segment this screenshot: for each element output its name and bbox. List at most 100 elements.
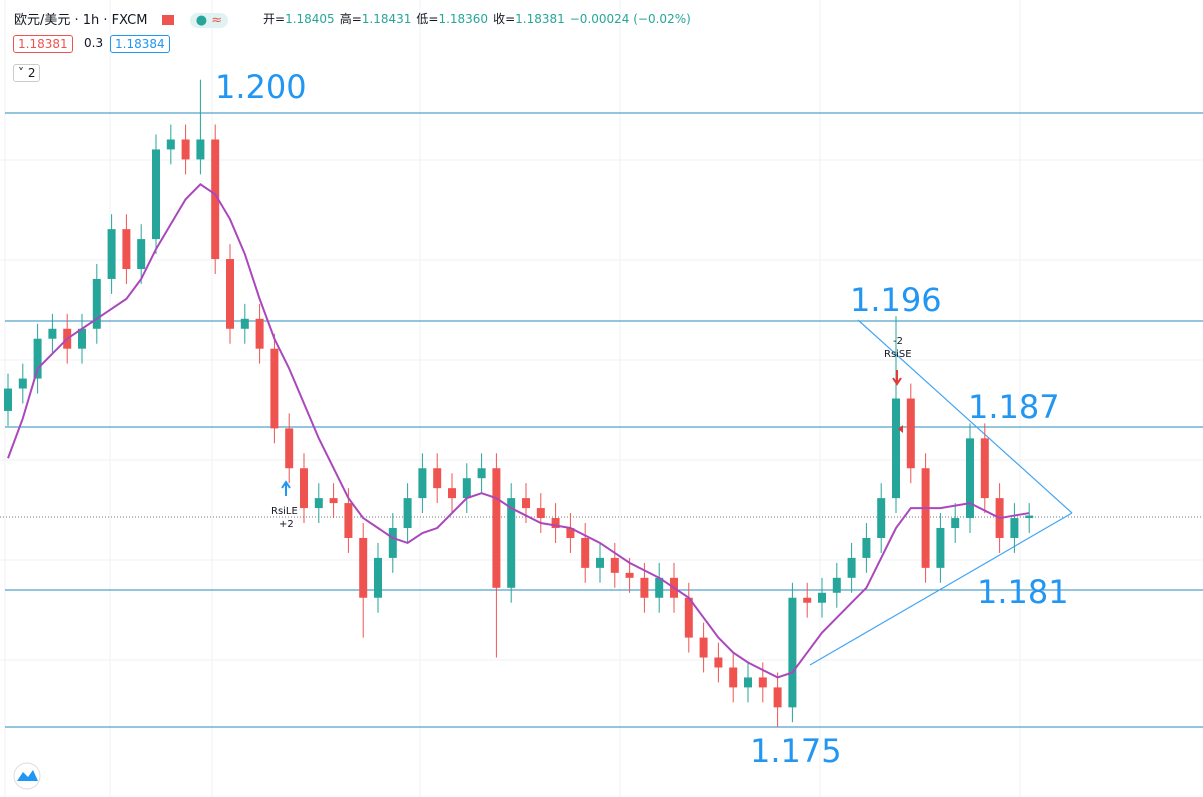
ask-badge: 1.18384 xyxy=(110,35,170,53)
candle-body xyxy=(655,577,664,598)
candle-body xyxy=(729,667,738,688)
candle-body xyxy=(892,398,900,499)
candle-body xyxy=(255,318,264,349)
candle-body xyxy=(803,597,812,603)
level-lines xyxy=(5,112,1203,728)
indicator-count: 2 xyxy=(27,66,36,80)
flag xyxy=(161,15,174,25)
signal-label: RsiLE xyxy=(271,506,298,517)
candle-body xyxy=(48,328,57,339)
candle-body xyxy=(33,338,42,379)
candle-body xyxy=(951,518,960,529)
candle-body xyxy=(699,637,708,658)
candle-body xyxy=(640,577,649,598)
ohlc: 开=1.18405 高=1.18431 低=1.18360 收=1.18381 −0.0… xyxy=(263,10,696,27)
candle-body xyxy=(226,259,234,329)
candle-body xyxy=(4,388,12,411)
candle-body xyxy=(566,528,575,538)
ohlc-value: 1.18405 xyxy=(285,12,335,26)
candle-body xyxy=(181,139,190,160)
candle-body xyxy=(684,597,693,638)
ohlc-value: 1.18431 xyxy=(361,12,412,26)
candle-body xyxy=(877,498,886,538)
candle-body xyxy=(166,139,175,150)
triangle xyxy=(809,319,1073,666)
ohlc-label: 开= xyxy=(263,12,286,26)
candle-body xyxy=(433,468,442,489)
candle-body xyxy=(344,503,353,538)
candle-body xyxy=(92,278,101,329)
candle-body xyxy=(551,518,560,529)
level-label: 1.181 xyxy=(977,573,1069,611)
candle-body xyxy=(359,537,368,598)
candle-body xyxy=(462,478,471,499)
ohlc-value: 1.18381 xyxy=(515,12,565,26)
candle-body xyxy=(788,597,797,708)
candle-body xyxy=(536,508,545,519)
symbol-title: 欧元/美元 · 1h · FXCM xyxy=(14,13,148,28)
candle-body xyxy=(921,468,930,568)
candle-body xyxy=(78,328,86,349)
candle-body xyxy=(374,557,382,598)
candle-body xyxy=(966,438,974,519)
candle-body xyxy=(388,528,397,558)
candle-body xyxy=(18,378,27,389)
candle-body xyxy=(980,438,989,499)
symbol: 欧元/美元 · 1h · FXCM ● ≈ xyxy=(14,9,229,28)
candle-body xyxy=(847,557,856,578)
candle-body xyxy=(714,657,723,668)
short-signal-arrow xyxy=(892,370,902,386)
candle-body xyxy=(818,592,826,603)
moving-average xyxy=(7,183,1030,679)
candle-body xyxy=(270,348,279,429)
status: ● ≈ xyxy=(189,13,229,28)
candle-body xyxy=(448,488,456,499)
candles xyxy=(4,79,1034,728)
collapse-button[interactable]: ˅ 2 xyxy=(13,64,41,82)
level-label: 1.187 xyxy=(968,388,1060,426)
signal-label: RsiSE xyxy=(884,349,912,360)
ohlc-value: 1.18360 xyxy=(438,12,489,26)
candle-body xyxy=(329,498,338,504)
candle-body xyxy=(477,468,486,479)
candle-body xyxy=(758,677,767,688)
candle-body xyxy=(314,498,323,509)
candle-body xyxy=(773,687,782,708)
bid-badge: 1.18381 xyxy=(13,35,73,53)
signal-label: +2 xyxy=(279,519,294,530)
candle-body xyxy=(285,428,294,469)
candle-body xyxy=(596,557,604,568)
ohlc-label: 收= xyxy=(493,12,516,26)
candle-body xyxy=(300,468,308,509)
candle-body xyxy=(581,537,590,568)
candle-body xyxy=(418,468,427,499)
candle-body xyxy=(196,139,205,160)
candle-body xyxy=(137,239,146,269)
candle-body xyxy=(211,139,220,260)
ohlc-label: 低= xyxy=(416,12,439,26)
candle-body xyxy=(403,498,412,529)
candle-body xyxy=(1025,515,1034,519)
candle-body xyxy=(152,149,160,240)
candle-body xyxy=(832,577,841,593)
candle-body xyxy=(122,229,131,269)
candle-body xyxy=(744,677,752,688)
exit-marker xyxy=(898,425,903,433)
signal-label: -2 xyxy=(893,336,903,347)
candle-body xyxy=(862,537,871,558)
level-label: 1.196 xyxy=(850,281,942,319)
level-label: 1.175 xyxy=(750,732,842,770)
long-signal-arrow xyxy=(281,480,291,496)
candle-body xyxy=(507,498,516,588)
ohlc-label: 高= xyxy=(339,12,362,26)
level-label: 1.200 xyxy=(215,68,307,106)
candle-body xyxy=(625,572,634,578)
candle-body xyxy=(522,498,530,509)
candle-body xyxy=(610,557,619,573)
candle-body xyxy=(936,528,945,568)
candle-body xyxy=(492,468,501,588)
logo xyxy=(13,762,41,790)
